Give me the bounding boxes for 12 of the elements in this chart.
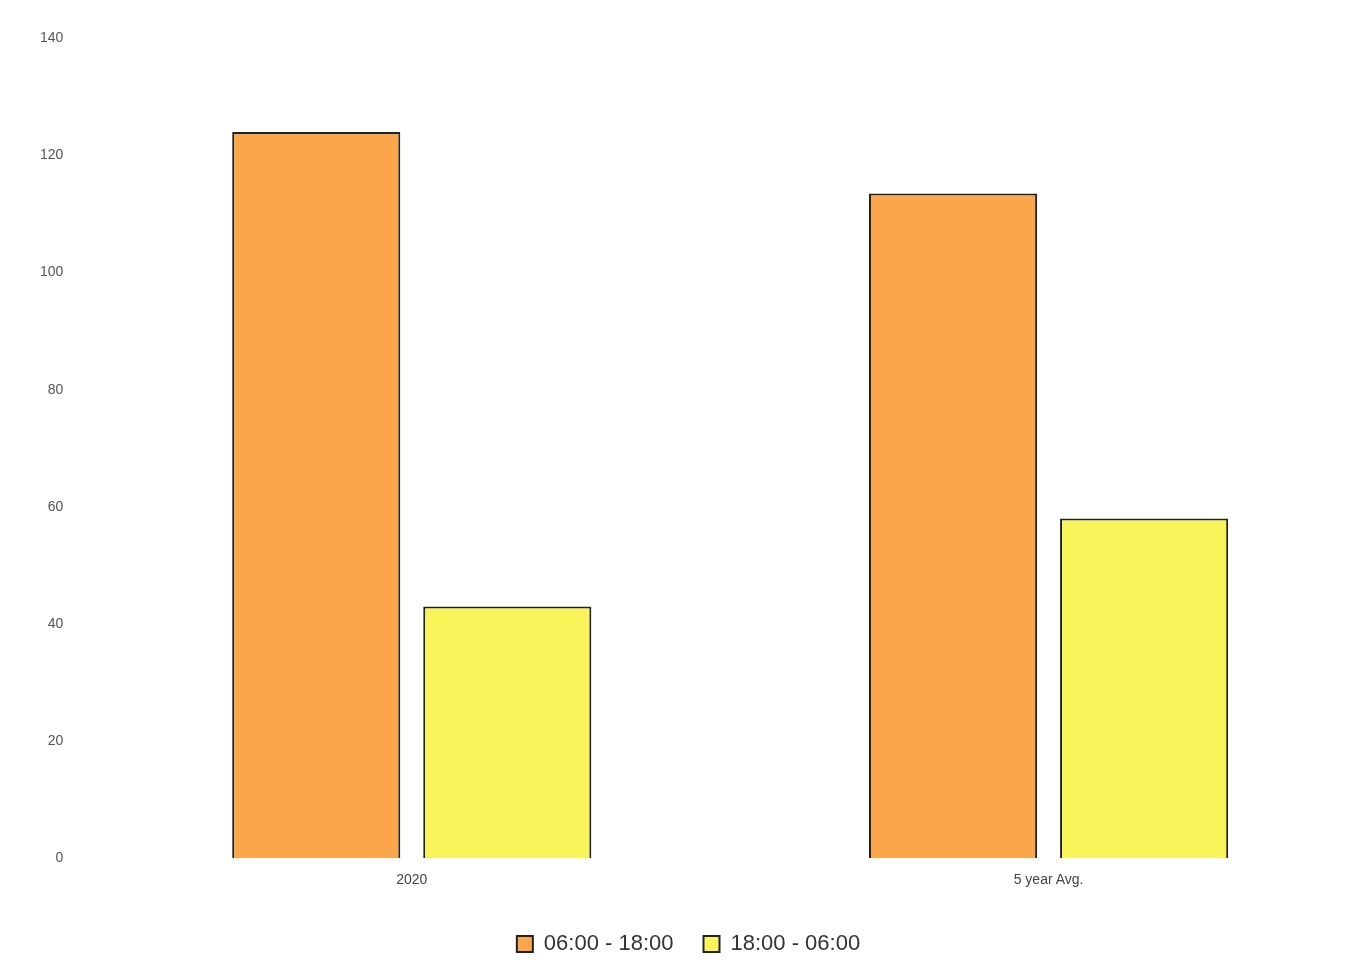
y-tick-label: 0 bbox=[55, 849, 64, 866]
legend-label: 06:00 - 18:00 bbox=[543, 930, 674, 956]
y-tick-label: 40 bbox=[47, 614, 64, 631]
x-tick-label: 5 year Avg. bbox=[1013, 871, 1084, 888]
x-tick-label: 2020 bbox=[396, 871, 428, 888]
y-tick-label: 100 bbox=[40, 263, 64, 280]
y-tick-label: 20 bbox=[47, 731, 64, 748]
y-tick-label: 80 bbox=[47, 380, 64, 397]
legend-label: 18:00 - 06:00 bbox=[730, 930, 861, 956]
y-tick-label: 140 bbox=[40, 29, 64, 46]
y-tick-label: 120 bbox=[40, 146, 64, 163]
y-tick-label: 60 bbox=[47, 497, 64, 514]
